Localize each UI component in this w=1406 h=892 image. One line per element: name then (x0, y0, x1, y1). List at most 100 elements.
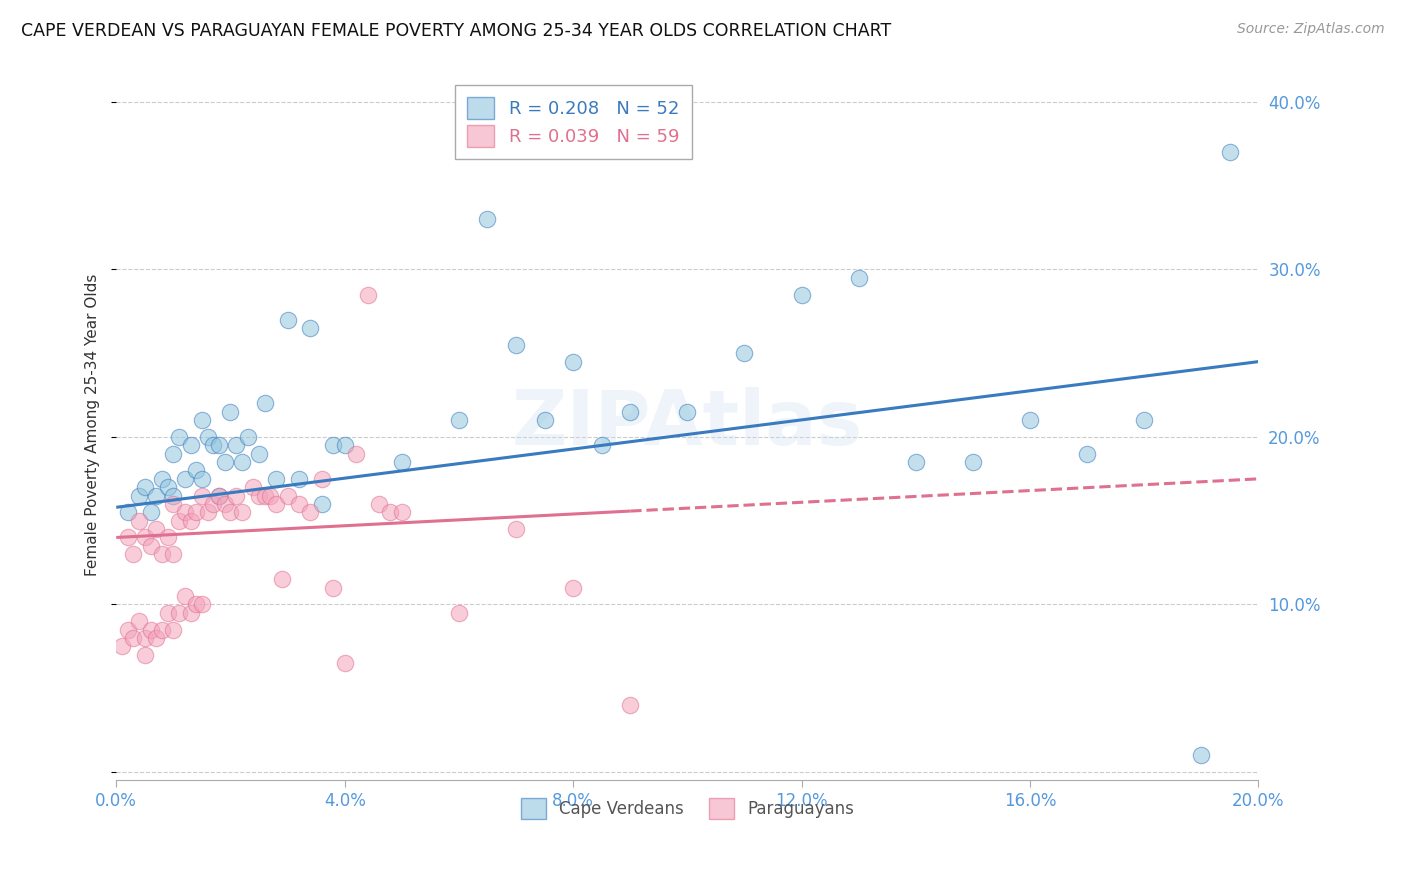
Point (1076, 447, 1098, 461)
Point (197, 505, 219, 519)
Point (186, 463, 208, 477)
Point (202, 497, 225, 511)
Point (734, 346, 756, 360)
Point (122, 631, 145, 645)
Point (173, 589, 195, 603)
Point (904, 455, 927, 469)
Point (299, 505, 322, 519)
Point (356, 287, 378, 301)
Y-axis label: Female Poverty Among 25-34 Year Olds: Female Poverty Among 25-34 Year Olds (86, 273, 100, 575)
Point (225, 438, 247, 452)
Point (162, 497, 184, 511)
Point (122, 547, 145, 561)
Point (562, 354, 585, 368)
Point (1019, 413, 1042, 427)
Point (186, 598, 208, 612)
Point (311, 472, 333, 486)
Point (167, 606, 190, 620)
Point (156, 606, 179, 620)
Point (333, 656, 356, 670)
Point (202, 438, 225, 452)
Point (208, 489, 231, 503)
Point (591, 438, 613, 452)
Point (277, 312, 299, 326)
Point (264, 472, 287, 486)
Point (191, 489, 214, 503)
Point (167, 514, 190, 528)
Point (962, 455, 984, 469)
Point (191, 472, 214, 486)
Point (253, 396, 276, 410)
Point (270, 572, 292, 586)
Text: Source: ZipAtlas.com: Source: ZipAtlas.com (1237, 22, 1385, 37)
Point (214, 455, 236, 469)
Point (676, 405, 699, 419)
Point (173, 472, 195, 486)
Point (156, 531, 179, 545)
Point (134, 480, 156, 494)
Point (162, 547, 184, 561)
Legend: Cape Verdeans, Paraguayans: Cape Verdeans, Paraguayans (515, 792, 860, 825)
Point (191, 598, 214, 612)
Point (139, 505, 162, 519)
Point (134, 648, 156, 662)
Point (619, 698, 641, 712)
Point (150, 547, 173, 561)
Point (477, 212, 499, 227)
Point (391, 505, 413, 519)
Point (139, 539, 162, 553)
Point (117, 531, 139, 545)
Point (391, 455, 413, 469)
Point (447, 413, 470, 427)
Point (191, 413, 214, 427)
Point (264, 497, 287, 511)
Point (311, 497, 333, 511)
Point (333, 438, 356, 452)
Point (145, 631, 167, 645)
Point (322, 438, 344, 452)
Point (253, 489, 276, 503)
Point (150, 623, 173, 637)
Point (156, 480, 179, 494)
Point (242, 480, 264, 494)
Point (128, 514, 150, 528)
Point (231, 455, 253, 469)
Point (180, 606, 202, 620)
Point (288, 472, 311, 486)
Point (128, 489, 150, 503)
Point (236, 430, 259, 444)
Point (231, 505, 253, 519)
Point (145, 522, 167, 536)
Point (117, 623, 139, 637)
Point (247, 489, 270, 503)
Point (180, 438, 202, 452)
Point (277, 489, 299, 503)
Point (134, 631, 156, 645)
Text: ZIPAtlas: ZIPAtlas (512, 387, 863, 461)
Point (322, 581, 344, 595)
Point (562, 581, 585, 595)
Point (380, 505, 402, 519)
Point (344, 447, 367, 461)
Point (197, 430, 219, 444)
Point (219, 405, 242, 419)
Point (1189, 748, 1212, 763)
Point (117, 505, 139, 519)
Point (447, 606, 470, 620)
Point (173, 505, 195, 519)
Point (208, 489, 231, 503)
Point (167, 430, 190, 444)
Point (505, 338, 527, 352)
Point (134, 531, 156, 545)
Point (162, 623, 184, 637)
Point (214, 497, 236, 511)
Point (259, 489, 281, 503)
Point (533, 413, 555, 427)
Point (145, 489, 167, 503)
Point (299, 321, 322, 335)
Point (505, 522, 527, 536)
Point (790, 287, 813, 301)
Point (1219, 145, 1241, 160)
Point (848, 271, 870, 285)
Point (208, 438, 231, 452)
